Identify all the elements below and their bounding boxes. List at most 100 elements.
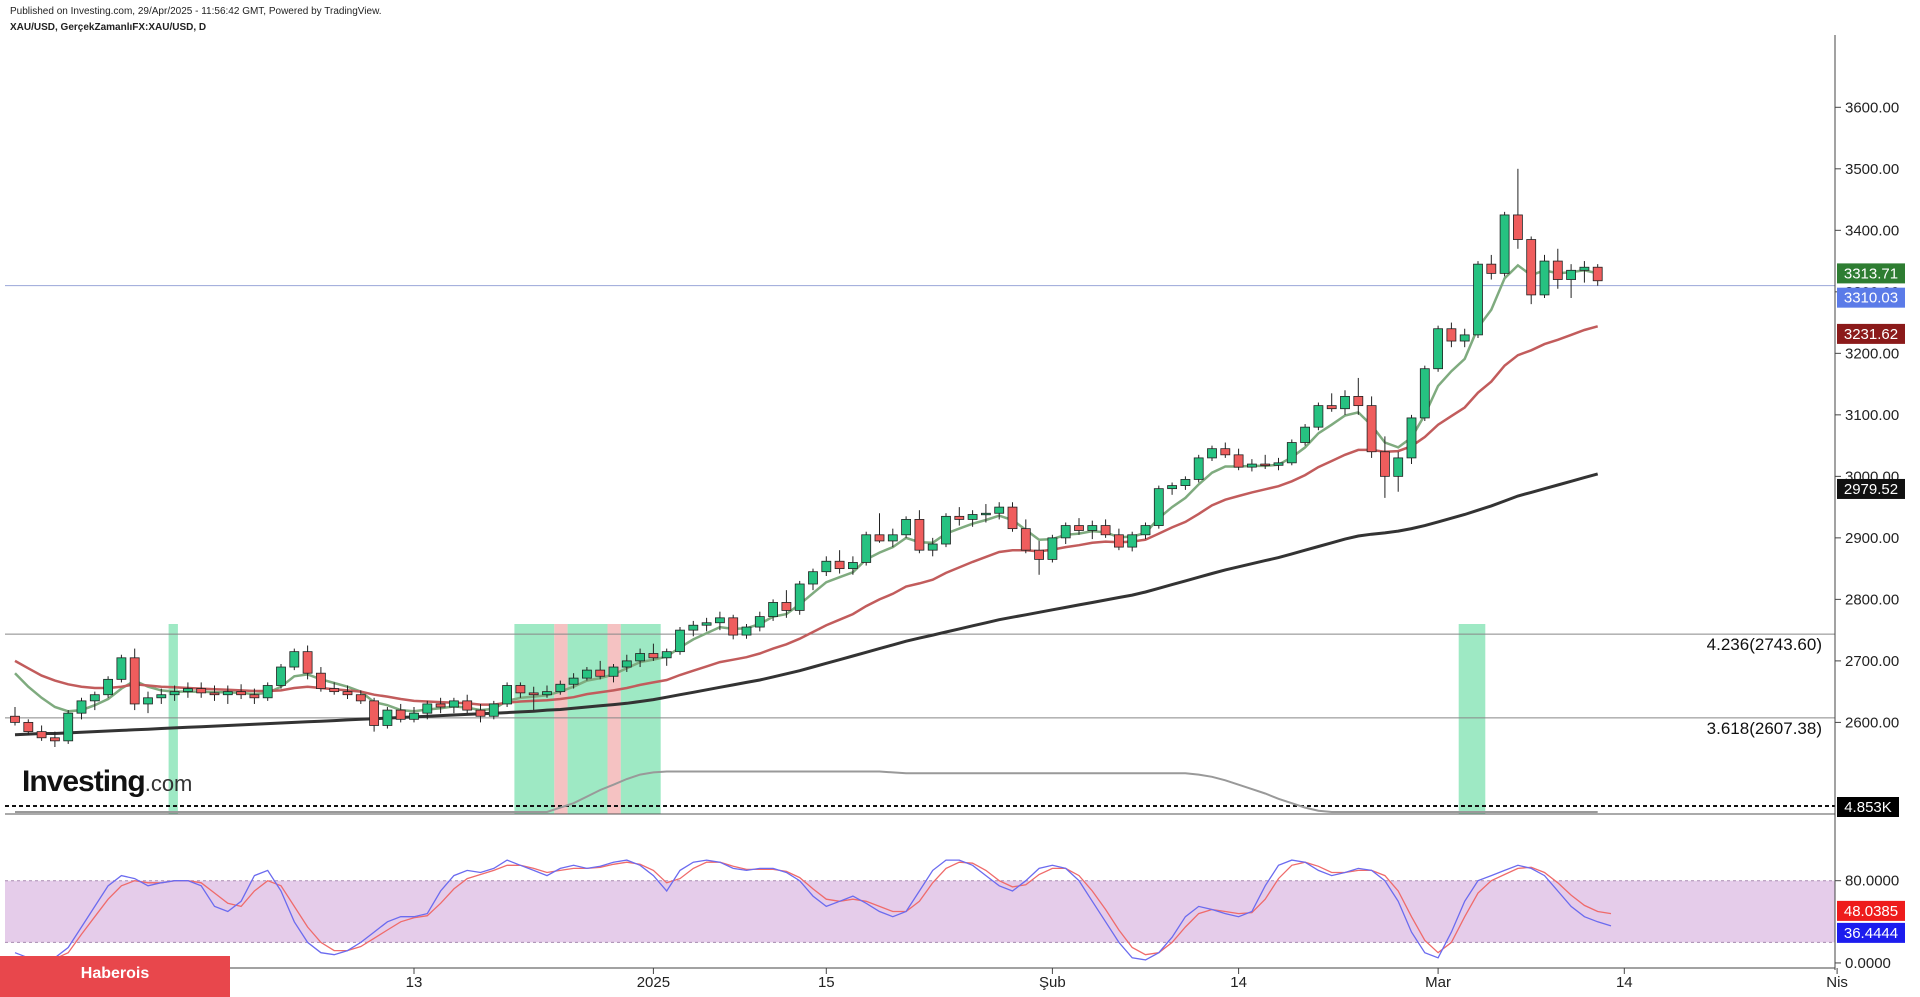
candle-65 — [874, 513, 885, 543]
candle-body-103 — [1380, 451, 1390, 477]
candle-14 — [196, 682, 207, 698]
candle-body-119 — [1592, 266, 1603, 282]
price-tick-label-10: 2600.00 — [1845, 714, 1899, 731]
candle-body-88 — [1180, 479, 1191, 486]
candle-body-86 — [1153, 488, 1164, 526]
candle-47 — [635, 648, 645, 668]
candle-body-3 — [50, 737, 60, 742]
candle-50 — [675, 627, 685, 655]
time-tick-label-2: 13 — [406, 974, 423, 991]
candle-32 — [435, 697, 446, 714]
axes: 3600.003500.003400.003300.003200.003100.… — [5, 35, 1899, 991]
candle-body-0 — [10, 715, 20, 723]
candle-107 — [1433, 325, 1443, 372]
time-tick-label-4: 15 — [818, 974, 835, 991]
candle-body-106 — [1419, 368, 1430, 419]
candle-74 — [994, 502, 1005, 520]
signal-band-5 — [620, 624, 661, 814]
candle-100 — [1340, 390, 1350, 415]
candle-116 — [1552, 248, 1563, 289]
candle-body-64 — [861, 534, 872, 563]
candle-body-24 — [329, 688, 340, 693]
candle-body-5 — [76, 700, 87, 714]
candle-6 — [89, 691, 100, 711]
candle-body-116 — [1552, 260, 1563, 280]
candle-body-98 — [1313, 405, 1324, 428]
stoch-tick-label-0: 80.0000 — [1845, 873, 1899, 890]
candle-body-58 — [781, 602, 792, 611]
volume-label: 4.853K — [1844, 799, 1892, 816]
candle-body-39 — [528, 692, 539, 696]
candle-body-19 — [262, 685, 273, 699]
candle-body-73 — [981, 512, 991, 516]
candle-94 — [1260, 454, 1271, 469]
candle-8 — [116, 654, 127, 683]
candle-34 — [462, 694, 473, 714]
candle-55 — [741, 623, 752, 639]
candle-114 — [1526, 236, 1537, 305]
candle-body-92 — [1233, 454, 1244, 468]
stoch-tick-label-1: 0.0000 — [1845, 955, 1891, 972]
signal-band-3 — [567, 624, 608, 814]
candle-24 — [329, 682, 340, 695]
candle-body-111 — [1486, 263, 1497, 274]
candle-88 — [1180, 476, 1191, 490]
candle-body-82 — [1100, 525, 1111, 536]
volume-label-bg — [1837, 797, 1899, 817]
candle-23 — [315, 667, 326, 692]
candle-body-20 — [276, 666, 286, 686]
price-label-3-bg — [1837, 478, 1905, 499]
candle-body-4 — [63, 712, 74, 742]
candle-40 — [542, 685, 552, 698]
candle-body-60 — [808, 571, 818, 585]
candle-98 — [1313, 402, 1324, 431]
candle-85 — [1140, 522, 1151, 540]
candle-body-17 — [236, 691, 247, 696]
candle-body-33 — [448, 700, 459, 708]
stoch-k-label: 48.0385 — [1844, 903, 1898, 920]
candle-102 — [1366, 396, 1377, 458]
candle-53 — [715, 611, 725, 631]
candle-body-43 — [582, 669, 592, 679]
candle-body-32 — [435, 703, 446, 708]
candle-body-115 — [1539, 260, 1550, 296]
candle-body-104 — [1393, 457, 1404, 477]
volume-ma — [15, 770, 1598, 813]
candle-body-22 — [302, 651, 313, 674]
candle-body-78 — [1047, 537, 1058, 560]
price-tick-label-7: 2900.00 — [1845, 530, 1899, 547]
candle-66 — [887, 528, 898, 548]
candle-67 — [901, 516, 911, 538]
candle-body-35 — [475, 709, 486, 717]
candle-body-72 — [967, 514, 978, 520]
candle-44 — [595, 660, 606, 680]
candle-33 — [448, 697, 459, 714]
candle-body-48 — [648, 653, 659, 659]
candle-15 — [209, 685, 220, 701]
candle-105 — [1406, 414, 1417, 465]
candle-body-53 — [715, 617, 725, 624]
candle-body-56 — [754, 616, 765, 628]
candle-78 — [1047, 534, 1058, 563]
candle-body-50 — [675, 629, 685, 653]
candle-73 — [981, 504, 991, 523]
candle-119 — [1592, 264, 1603, 286]
candle-body-63 — [848, 562, 858, 570]
candle-body-77 — [1034, 549, 1044, 560]
candle-body-83 — [1114, 534, 1124, 548]
candle-body-93 — [1247, 463, 1257, 468]
candle-101 — [1353, 377, 1364, 415]
candle-body-109 — [1459, 334, 1470, 342]
candle-79 — [1060, 522, 1071, 545]
candle-64 — [861, 531, 872, 566]
price-labels: 3313.71 3310.03 3231.62 2979.52 4.853K 48.038… — [1837, 263, 1905, 943]
candle-51 — [688, 620, 699, 637]
investing-logo: Investing.com — [22, 765, 192, 799]
candle-body-41 — [555, 683, 566, 693]
candle-body-74 — [994, 506, 1005, 514]
candle-body-117 — [1566, 269, 1576, 280]
candle-37 — [502, 682, 513, 708]
candle-20 — [276, 663, 286, 689]
signal-band-0 — [168, 624, 178, 814]
